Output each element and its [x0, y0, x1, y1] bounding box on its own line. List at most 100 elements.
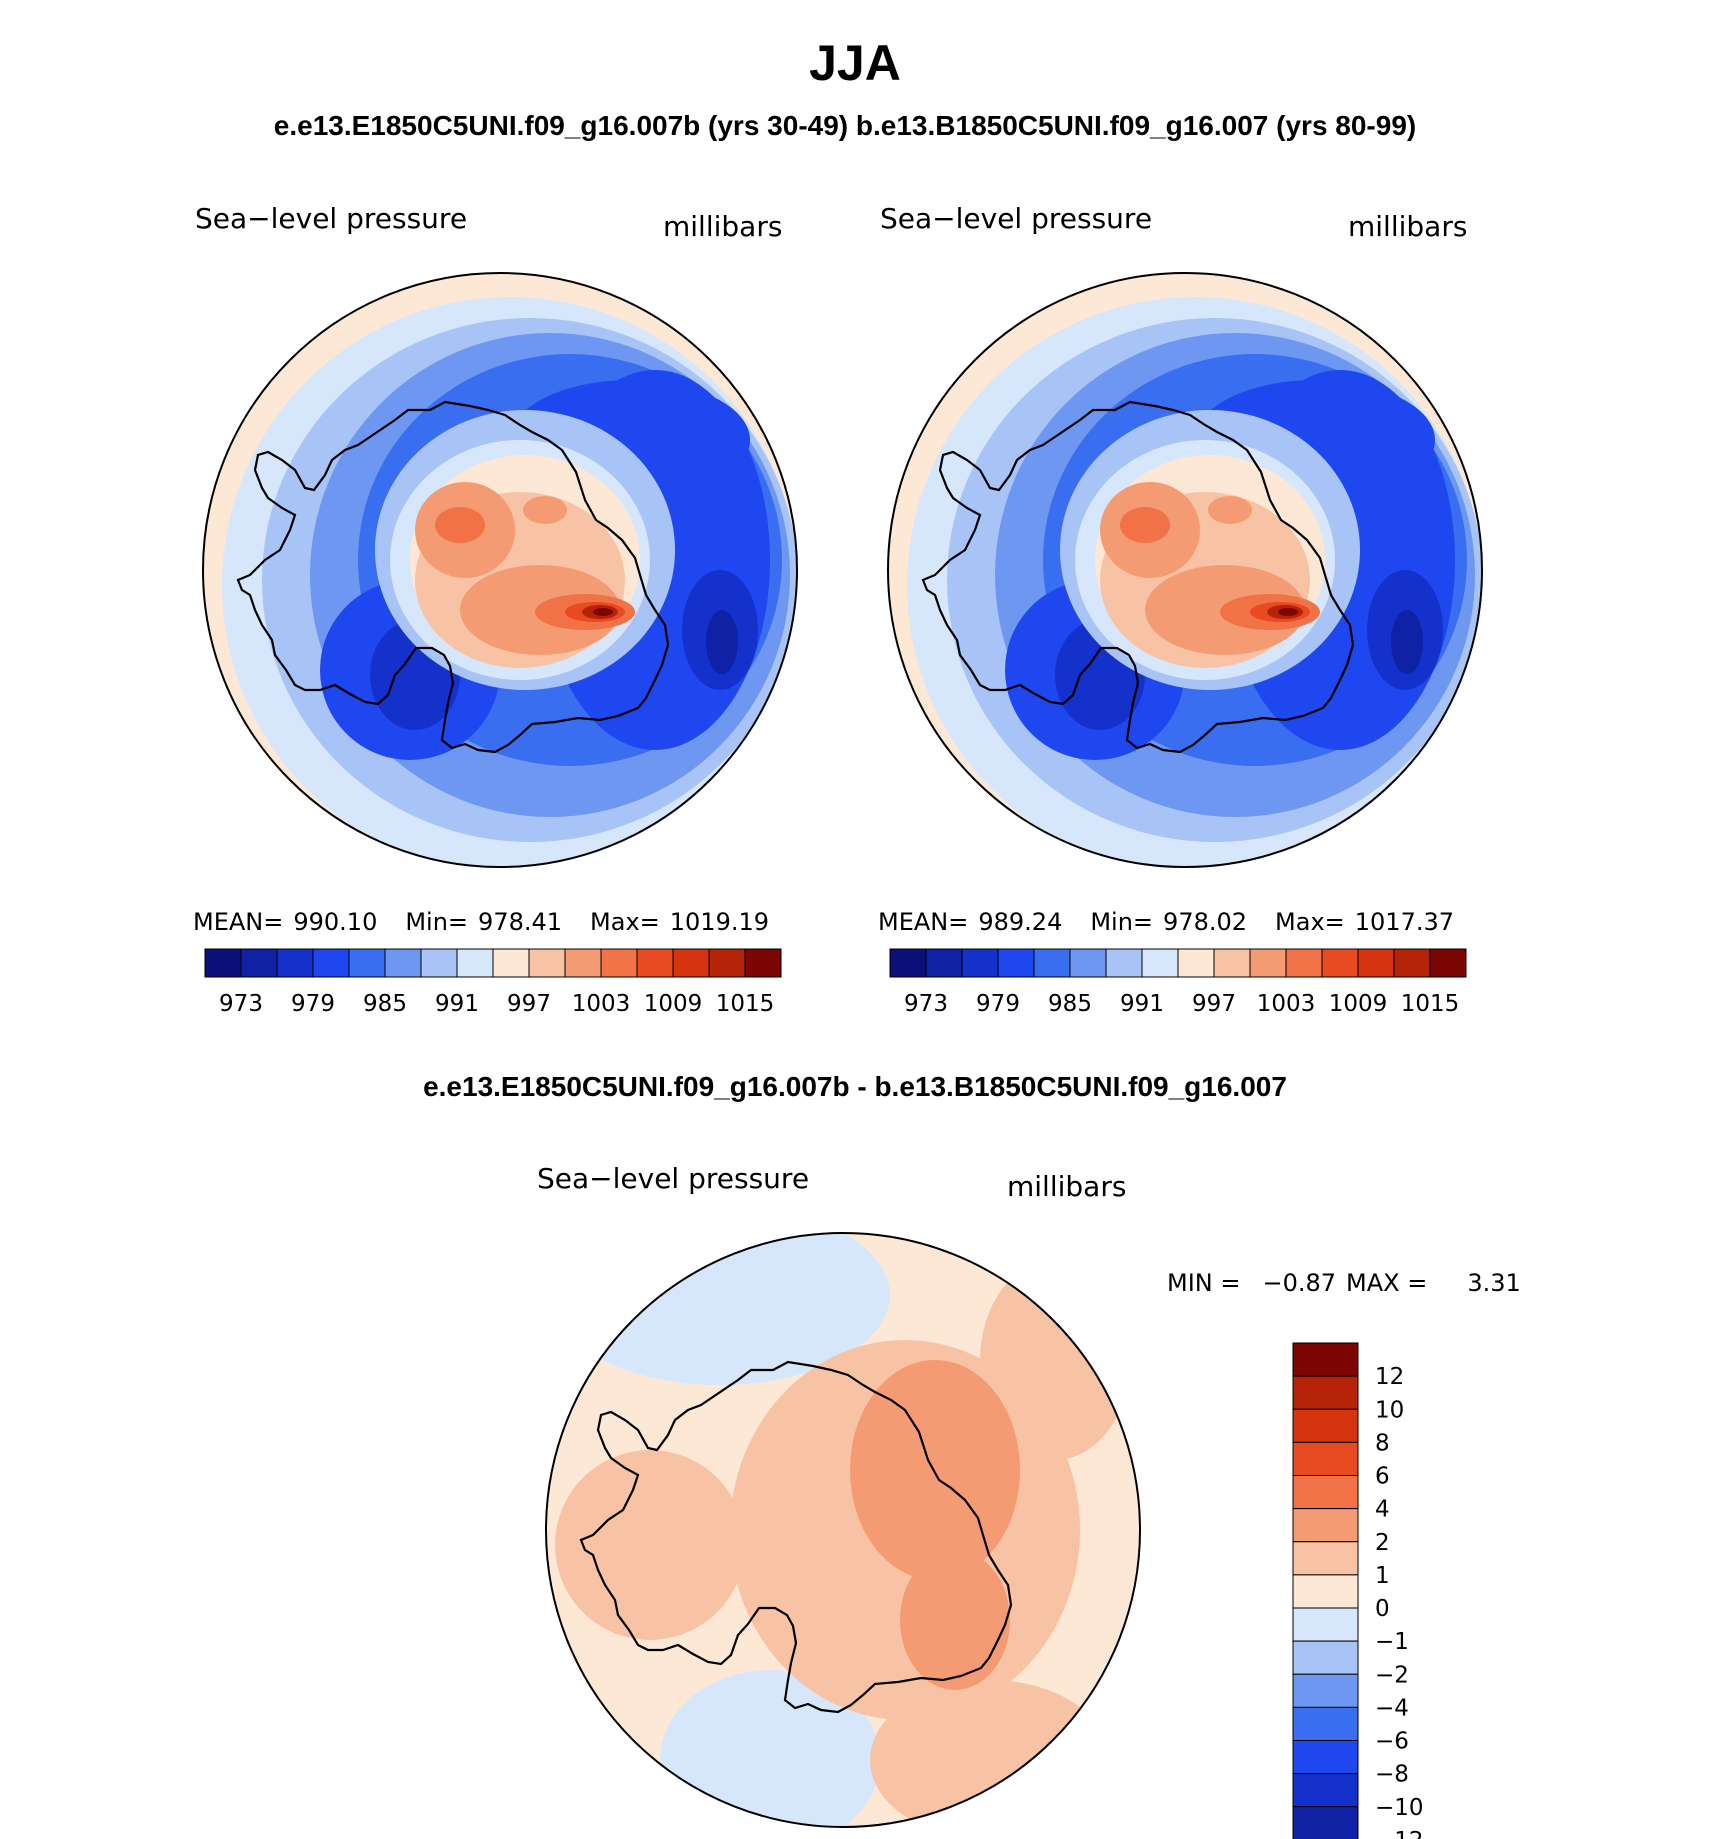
- diff-colorbar-swatch: [1292, 1541, 1359, 1576]
- right-colorbar-swatch: [1285, 948, 1323, 978]
- diff-map-border: [545, 1232, 1141, 1828]
- left-colorbar-swatch: [564, 948, 602, 978]
- right-colorbar-swatch: [961, 948, 999, 978]
- left-colorbar-tick-label: 1009: [644, 991, 703, 1017]
- right-colorbar-swatch: [1393, 948, 1431, 978]
- left-colorbar-swatch: [348, 948, 386, 978]
- right-colorbar-swatch: [925, 948, 963, 978]
- left-units: millibars: [663, 210, 782, 243]
- left-colorbar-swatch: [600, 948, 638, 978]
- left-panel: Sea−level pressure millibars MEAN= 990.10…: [193, 202, 798, 1017]
- left-colorbar-swatch: [492, 948, 530, 978]
- right-units: millibars: [1348, 210, 1467, 243]
- diff-stats: MIN = −0.87 MAX = 3.31: [1167, 1269, 1521, 1297]
- right-colorbar-tick-label: 997: [1192, 991, 1236, 1017]
- right-colorbar-swatch: [1321, 948, 1359, 978]
- left-colorbar-swatch: [312, 948, 350, 978]
- diff-colorbar-swatch: [1292, 1706, 1359, 1741]
- diff-colorbar-swatch: [1292, 1740, 1359, 1775]
- diff-colorbar-tick-label: −10: [1375, 1795, 1424, 1821]
- left-var-title: Sea−level pressure: [195, 202, 467, 235]
- right-colorbar-swatch: [1213, 948, 1251, 978]
- diff-colorbar-tick-label: −8: [1375, 1762, 1409, 1788]
- diff-colorbar-swatch: [1292, 1673, 1359, 1708]
- left-colorbar-tick-label: 979: [291, 991, 335, 1017]
- left-colorbar-swatch: [276, 948, 314, 978]
- right-colorbar-swatch: [997, 948, 1035, 978]
- right-panel: Sea−level pressure millibars MEAN= 989.24…: [878, 202, 1483, 1017]
- left-colorbar-tick-label: 985: [363, 991, 407, 1017]
- right-colorbar-tick-label: 1003: [1257, 991, 1316, 1017]
- diff-colorbar-tick-label: −2: [1375, 1662, 1409, 1688]
- diff-colorbar-swatch: [1292, 1773, 1359, 1808]
- diff-colorbar-swatch: [1292, 1342, 1359, 1377]
- right-colorbar-tick-label: 985: [1048, 991, 1092, 1017]
- left-colorbar-swatch: [456, 948, 494, 978]
- left-colorbar-swatch: [708, 948, 746, 978]
- diff-units: millibars: [1007, 1170, 1126, 1203]
- diff-colorbar-tick-label: 10: [1375, 1397, 1404, 1423]
- right-colorbar: 973 979 985 991 997 1003 1009 1015: [889, 948, 1467, 1017]
- diff-colorbar-tick-label: 4: [1375, 1497, 1390, 1523]
- right-colorbar-swatch: [1105, 948, 1143, 978]
- left-colorbar-swatch: [384, 948, 422, 978]
- right-colorbar-swatch: [1429, 948, 1467, 978]
- diff-colorbar-swatch: [1292, 1607, 1359, 1642]
- left-colorbar-swatch: [528, 948, 566, 978]
- diff-colorbar-tick-label: −4: [1375, 1695, 1409, 1721]
- right-map: [888, 273, 1482, 867]
- diff-colorbar-swatch: [1292, 1574, 1359, 1609]
- diff-var-title: Sea−level pressure: [537, 1162, 809, 1195]
- left-colorbar-swatch: [420, 948, 458, 978]
- right-var-title: Sea−level pressure: [880, 202, 1152, 235]
- right-map-border: [887, 272, 1483, 868]
- diff-colorbar-tick-label: 2: [1375, 1530, 1390, 1556]
- figure-subtitle: e.e13.E1850C5UNI.f09_g16.007b (yrs 30-49…: [273, 110, 1417, 141]
- diff-map: [546, 1233, 1140, 1827]
- difference-title: e.e13.E1850C5UNI.f09_g16.007b - b.e13.B1…: [423, 1071, 1287, 1102]
- left-colorbar-tick-label: 1003: [572, 991, 631, 1017]
- left-colorbar-swatch: [672, 948, 710, 978]
- difference-panel: Sea−level pressure millibars MIN = −0.87 M…: [537, 1162, 1521, 1839]
- diff-colorbar-swatch: [1292, 1375, 1359, 1410]
- left-colorbar-tick-label: 973: [219, 991, 263, 1017]
- right-colorbar-tick-label: 991: [1120, 991, 1164, 1017]
- diff-colorbar-swatch: [1292, 1806, 1359, 1839]
- right-colorbar-swatch: [889, 948, 927, 978]
- left-colorbar-tick-label: 997: [507, 991, 551, 1017]
- left-stats: MEAN= 990.10 Min= 978.41 Max= 1019.19: [193, 908, 769, 936]
- right-colorbar-swatch: [1357, 948, 1395, 978]
- diff-colorbar-tick-label: −12: [1375, 1828, 1424, 1839]
- diff-colorbar-tick-label: 0: [1375, 1596, 1390, 1622]
- left-map-border: [202, 272, 798, 868]
- right-colorbar-tick-label: 979: [976, 991, 1020, 1017]
- diff-colorbar-tick-label: 8: [1375, 1430, 1390, 1456]
- right-colorbar-swatch: [1177, 948, 1215, 978]
- left-colorbar-swatch: [204, 948, 242, 978]
- diff-colorbar-tick-label: 1: [1375, 1563, 1390, 1589]
- right-colorbar-swatch: [1069, 948, 1107, 978]
- left-colorbar-tick-label: 991: [435, 991, 479, 1017]
- diff-colorbar-tick-label: −1: [1375, 1629, 1409, 1655]
- diff-colorbar-swatch: [1292, 1640, 1359, 1675]
- diff-colorbar-swatch: [1292, 1441, 1359, 1476]
- figure-title: JJA: [809, 35, 901, 91]
- left-colorbar-swatch: [636, 948, 674, 978]
- left-map: [203, 273, 797, 867]
- diff-colorbar-tick-label: −6: [1375, 1729, 1409, 1755]
- right-colorbar-swatch: [1033, 948, 1071, 978]
- left-colorbar-swatch: [240, 948, 278, 978]
- left-colorbar-tick-label: 1015: [716, 991, 775, 1017]
- right-colorbar-swatch: [1249, 948, 1287, 978]
- left-colorbar-swatch: [744, 948, 782, 978]
- right-stats: MEAN= 989.24 Min= 978.02 Max= 1017.37: [878, 908, 1454, 936]
- diff-colorbar-tick-label: 12: [1375, 1364, 1404, 1390]
- right-colorbar-tick-label: 1009: [1329, 991, 1388, 1017]
- diff-colorbar-tick-label: 6: [1375, 1464, 1390, 1490]
- diff-colorbar-swatch: [1292, 1508, 1359, 1543]
- right-colorbar-swatch: [1141, 948, 1179, 978]
- right-colorbar-tick-label: 1015: [1401, 991, 1460, 1017]
- diff-colorbar-swatch: [1292, 1408, 1359, 1443]
